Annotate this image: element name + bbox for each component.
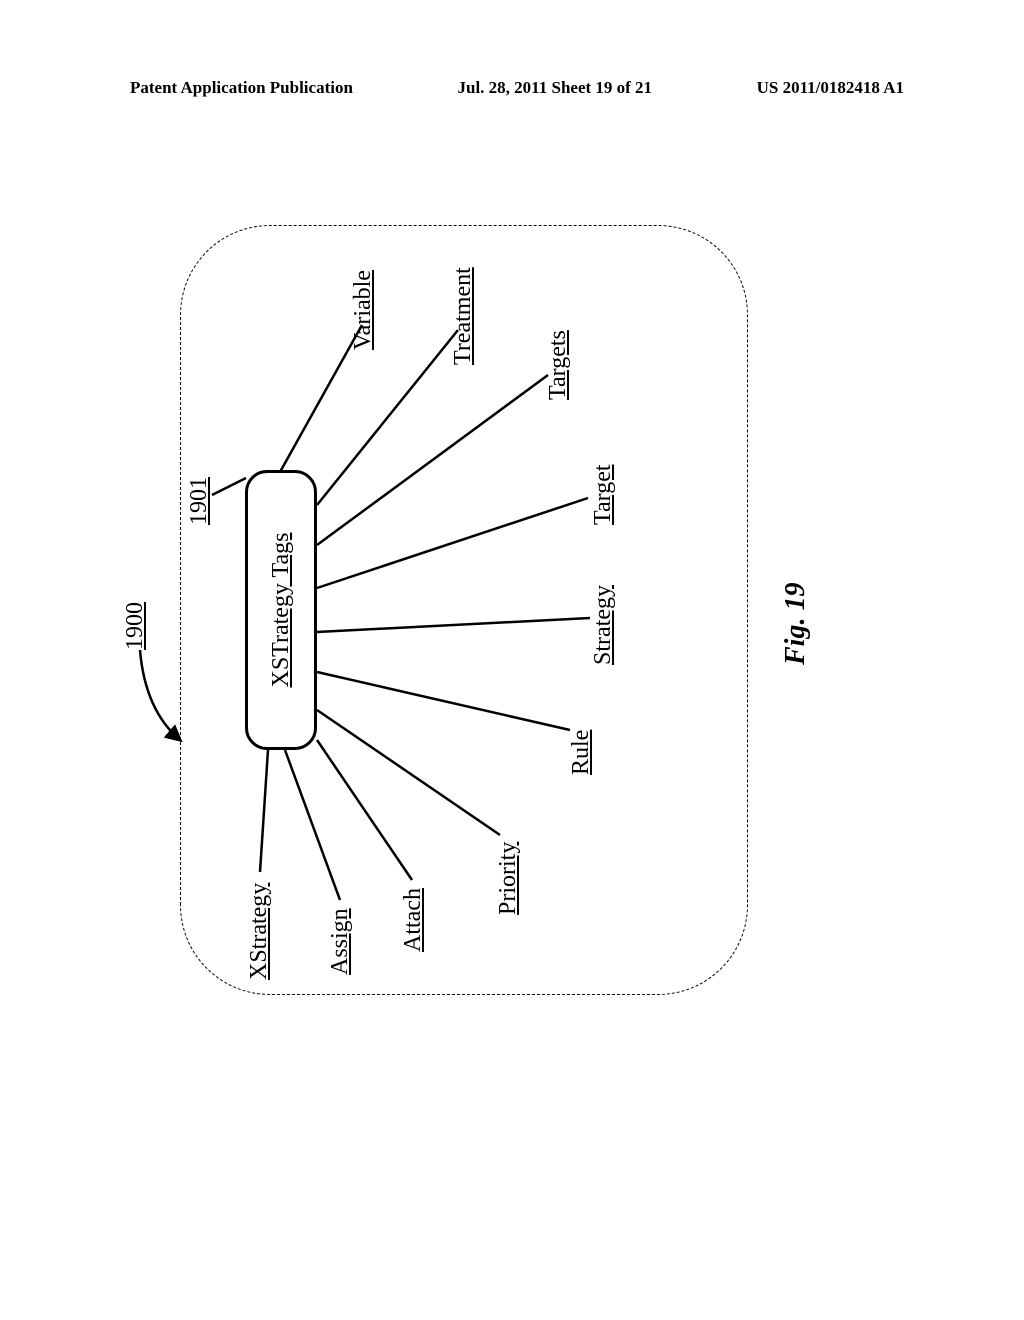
leaf-variable: Variable bbox=[350, 270, 377, 350]
page: Patent Application Publication Jul. 28, … bbox=[0, 0, 1024, 1320]
ref-1901: 1901 bbox=[186, 477, 213, 525]
diagram-canvas: XSTrategy Tags XStrategy Assign Attach P… bbox=[150, 190, 840, 1030]
hub-label: XSTrategy Tags bbox=[268, 533, 295, 688]
leaf-priority: Priority bbox=[495, 842, 522, 915]
leaf-xstrategy: XStrategy bbox=[246, 883, 273, 980]
header-right: US 2011/0182418 A1 bbox=[757, 78, 904, 98]
leaf-attach: Attach bbox=[400, 888, 427, 952]
callout-arrow-1900 bbox=[140, 650, 180, 740]
leaf-rule: Rule bbox=[568, 730, 595, 775]
leaf-assign: Assign bbox=[327, 908, 354, 975]
page-header: Patent Application Publication Jul. 28, … bbox=[0, 78, 1024, 98]
header-center: Jul. 28, 2011 Sheet 19 of 21 bbox=[458, 78, 653, 98]
leaf-target: Target bbox=[590, 464, 617, 525]
figure-19: XSTrategy Tags XStrategy Assign Attach P… bbox=[150, 190, 840, 1030]
leaf-strategy: Strategy bbox=[590, 585, 617, 665]
header-left: Patent Application Publication bbox=[130, 78, 353, 98]
hub-xstrategy-tags: XSTrategy Tags bbox=[245, 470, 317, 750]
ref-1900: 1900 bbox=[122, 602, 149, 650]
leaf-targets: Targets bbox=[545, 330, 572, 400]
figure-caption: Fig. 19 bbox=[780, 583, 812, 665]
leaf-treatment: Treatment bbox=[450, 267, 477, 365]
